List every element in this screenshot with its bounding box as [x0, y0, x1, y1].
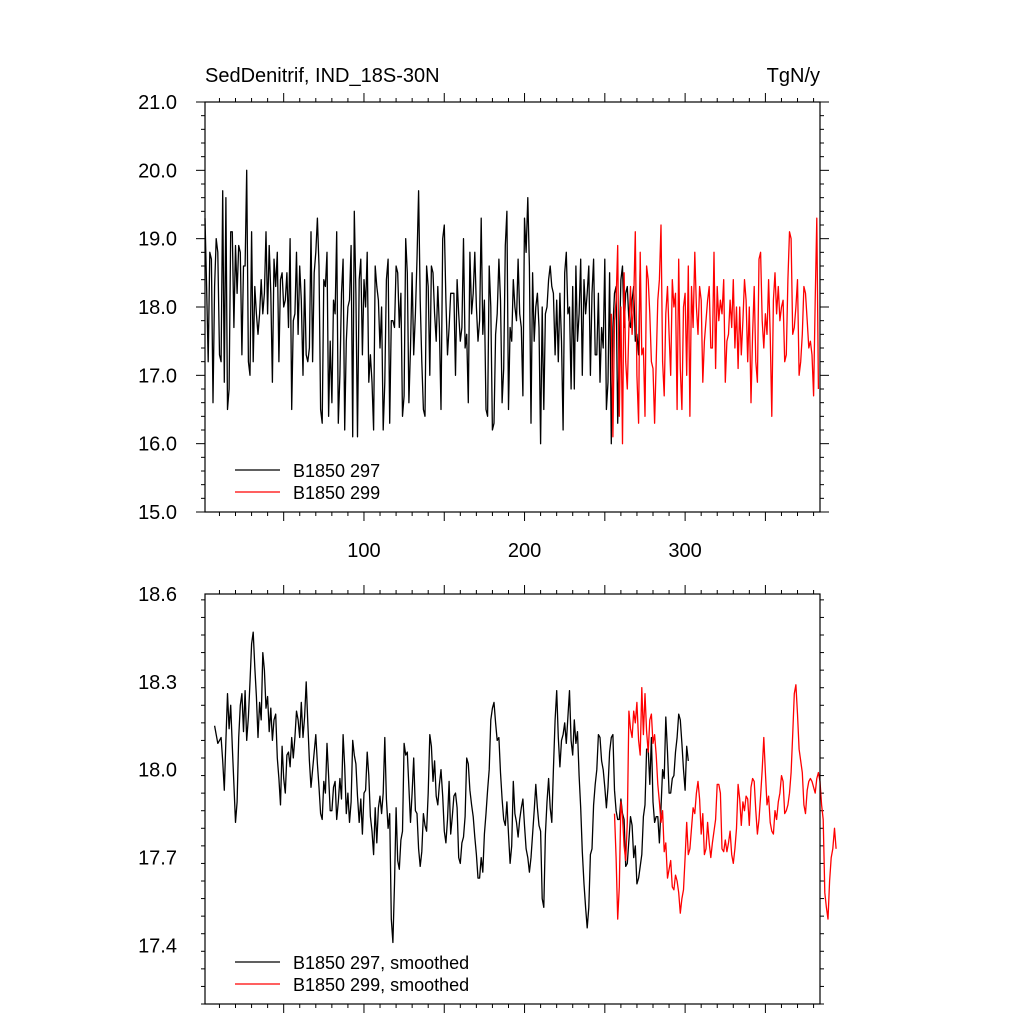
x-tick-label: 100	[347, 540, 380, 562]
panel-bottom: 17.4 17.7 18.0 18.3 18.6 B1850 297, smoothed…	[138, 584, 837, 1013]
series-line-red	[610, 217, 820, 445]
series-line-black	[213, 631, 689, 944]
x-tick-label: 300	[668, 540, 701, 562]
chart-title-right: TgN/y	[767, 65, 820, 87]
panel-top: SedDenitrif, IND_18S-30N TgN/y 100 200 300…	[138, 65, 829, 562]
y-tick-label: 15.0	[138, 502, 177, 524]
plot-frame-top	[204, 101, 821, 513]
y-tick-label: 18.0	[138, 760, 177, 782]
legend-label: B1850 299	[293, 483, 380, 503]
y-tick-label: 17.7	[138, 848, 177, 870]
y-tick-label: 19.0	[138, 229, 177, 251]
y-tick-label: 18.0	[138, 297, 177, 319]
y-tick-label: 16.0	[138, 434, 177, 456]
y-tick-label: 17.0	[138, 365, 177, 387]
y-tick-label: 21.0	[138, 92, 177, 114]
plot-frame-bottom	[204, 593, 821, 1005]
y-tick-label: 18.3	[138, 672, 177, 694]
series-line-black	[204, 169, 641, 445]
legend-label: B1850 297, smoothed	[293, 953, 469, 973]
chart-title-left: SedDenitrif, IND_18S-30N	[205, 65, 440, 87]
y-tick-label: 17.4	[138, 935, 177, 957]
legend-label: B1850 297	[293, 461, 380, 481]
y-tick-label: 18.6	[138, 584, 177, 606]
series-line-red	[613, 684, 837, 920]
x-tick-label: 200	[508, 540, 541, 562]
legend-label: B1850 299, smoothed	[293, 975, 469, 995]
y-tick-label: 20.0	[138, 160, 177, 182]
